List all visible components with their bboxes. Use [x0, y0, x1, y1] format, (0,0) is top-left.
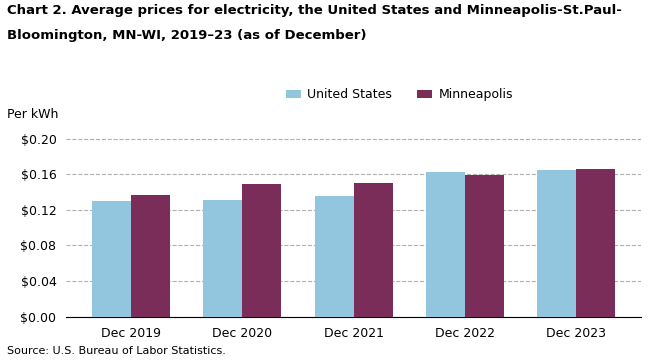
Text: Per kWh: Per kWh	[7, 108, 58, 121]
Text: Chart 2. Average prices for electricity, the United States and Minneapolis-St.Pa: Chart 2. Average prices for electricity,…	[7, 4, 621, 17]
Bar	[465, 175, 504, 317]
Text: Source: U.S. Bureau of Labor Statistics.: Source: U.S. Bureau of Labor Statistics.	[7, 346, 225, 356]
Text: Bloomington, MN-WI, 2019–23 (as of December): Bloomington, MN-WI, 2019–23 (as of Decem…	[7, 29, 366, 42]
Bar	[576, 169, 615, 317]
Bar	[537, 170, 576, 317]
Bar	[315, 195, 354, 317]
Legend: United States, Minneapolis: United States, Minneapolis	[281, 84, 518, 107]
Bar	[204, 199, 243, 317]
Bar	[93, 201, 131, 317]
Bar	[131, 195, 170, 317]
Bar	[243, 184, 282, 317]
Bar	[426, 172, 465, 317]
Bar	[354, 183, 393, 317]
